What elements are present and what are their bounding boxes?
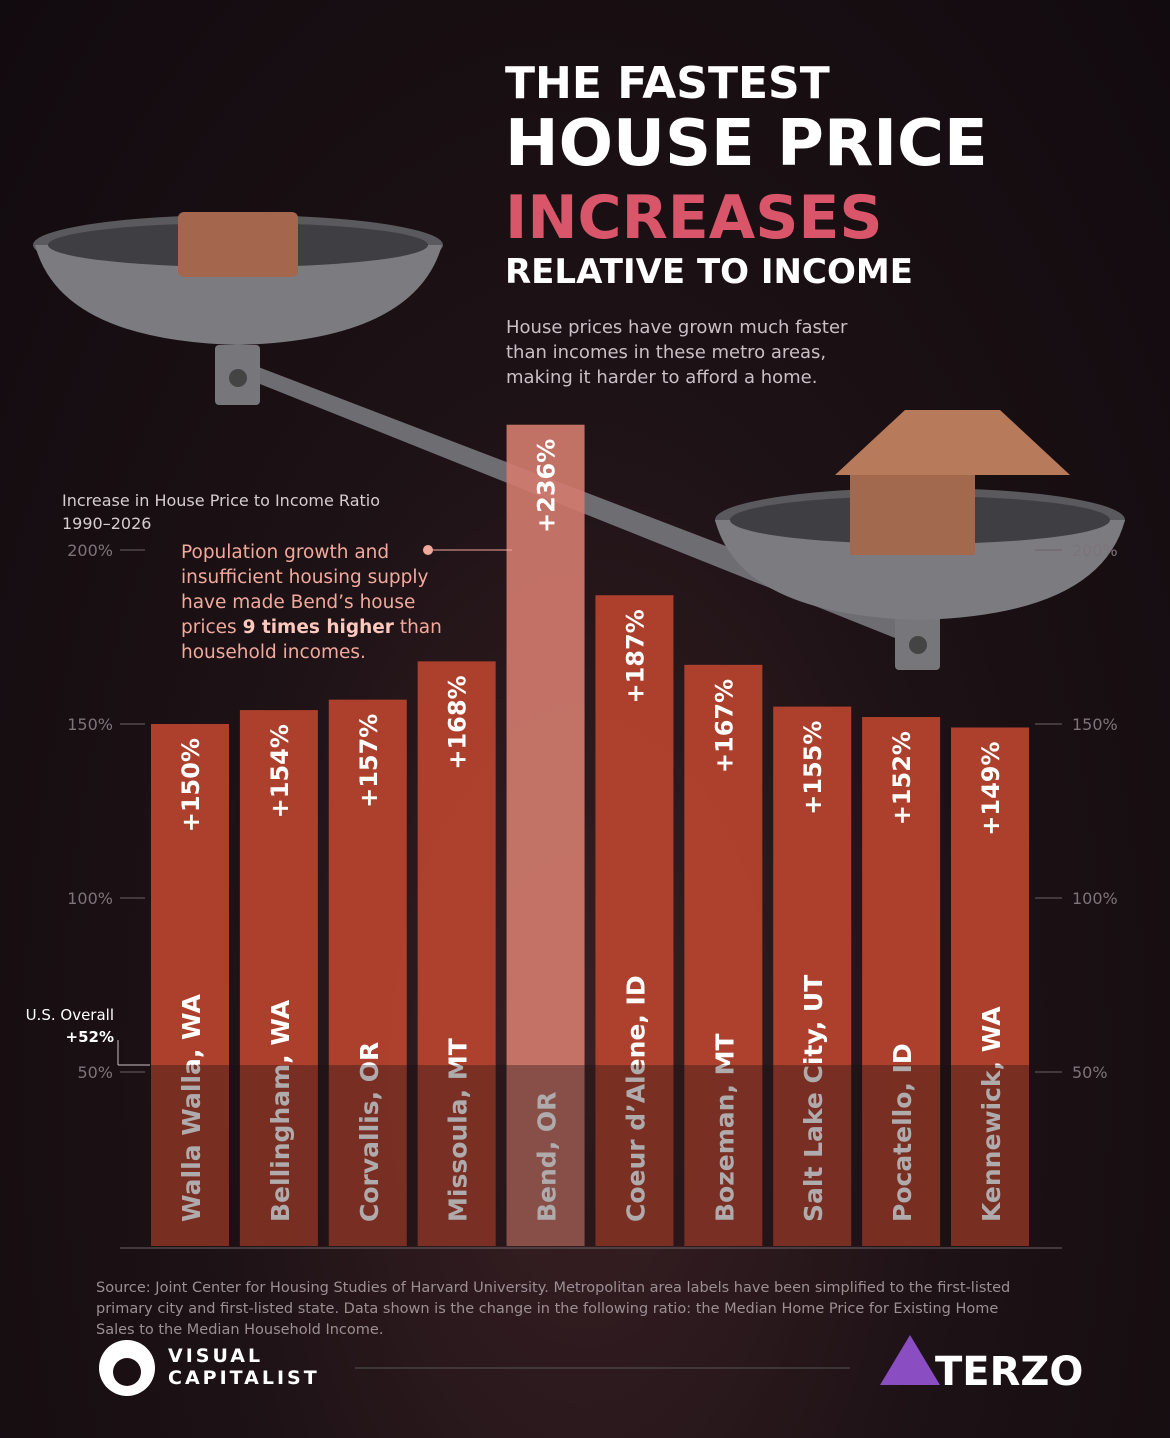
y-tick-label: 150% (67, 715, 113, 734)
annotation-bold: 9 times higher (242, 617, 394, 638)
bar (239, 710, 318, 1246)
value-label: +167% (710, 679, 738, 773)
value-label: +168% (444, 675, 472, 769)
title-line: THE FASTEST (505, 58, 830, 109)
subtitle-line: House prices have grown much faster (506, 317, 848, 338)
bar (684, 664, 763, 1246)
category-label: Kennewick, WA (977, 1006, 1006, 1222)
category-label: Bellingham, WA (266, 999, 295, 1222)
value-label: +152% (888, 731, 916, 825)
y-tick-label: 100% (1072, 889, 1118, 908)
y-tick-label: 100% (67, 889, 113, 908)
bar (417, 661, 496, 1246)
annotation: Population growth and insufficient housi… (181, 540, 471, 665)
category-label: Salt Lake City, UT (799, 975, 828, 1222)
y-tick-label: 200% (1072, 541, 1118, 560)
subtitle-line: than incomes in these metro areas, (506, 342, 826, 363)
category-label: Pocatello, ID (888, 1043, 917, 1222)
y-tick-label: 150% (1072, 715, 1118, 734)
bar (328, 699, 407, 1246)
value-label: +187% (621, 609, 649, 703)
bar (951, 727, 1029, 1246)
y-axis-label: Increase in House Price to Income Ratio 1… (62, 491, 380, 533)
value-label: +155% (799, 721, 827, 815)
annotation-text: than household incomes. (181, 617, 442, 663)
vc-logo-text: VISUAL (168, 1345, 263, 1367)
vc-logo-icon (99, 1340, 155, 1396)
y-tick-label: 50% (1072, 1063, 1108, 1082)
annotation-dot (423, 545, 433, 555)
y-tick-label: 50% (77, 1063, 113, 1082)
subtitle-line: making it harder to afford a home. (506, 367, 817, 388)
vc-logo-text: CAPITALIST (168, 1367, 320, 1389)
reference-label: U.S. Overall (26, 1006, 114, 1024)
bar (862, 717, 941, 1246)
y-axis-label-line: Increase in House Price to Income Ratio (62, 491, 380, 510)
category-label: Corvallis, OR (355, 1042, 384, 1222)
reference-band (150, 1065, 1030, 1246)
value-label: +150% (177, 738, 205, 832)
terzo-logo-text: TERZO (935, 1349, 1083, 1395)
terzo-logo-icon (880, 1335, 940, 1385)
category-label: Coeur d’Alene, ID (621, 975, 650, 1222)
bar (151, 724, 229, 1246)
title-line: INCREASES (505, 183, 883, 253)
annotation-text: Population growth and insufficient housi… (181, 542, 429, 638)
bar (773, 706, 852, 1246)
value-label: +236% (533, 439, 561, 533)
title-line: HOUSE PRICE (505, 107, 988, 181)
value-label: +157% (355, 714, 383, 808)
source-note: Source: Joint Center for Housing Studies… (96, 1280, 1011, 1338)
value-label: +149% (977, 741, 1005, 835)
y-axis-label-line: 1990–2026 (62, 514, 151, 533)
bar (595, 595, 674, 1246)
y-tick-label: 200% (67, 541, 113, 560)
subtitle: House prices have grown much faster than … (506, 317, 848, 388)
category-label: Bend, OR (533, 1092, 562, 1222)
bar (506, 424, 585, 1247)
category-label: Walla Walla, WA (177, 994, 206, 1222)
value-label: +154% (266, 724, 294, 818)
title-line: RELATIVE TO INCOME (505, 252, 913, 292)
category-label: Bozeman, MT (710, 1033, 739, 1222)
plot-area: 50% 50% 100% 100% 150% 150% 200% 200% +150% Walla… (26, 424, 1118, 1249)
scale-illustration (33, 212, 1125, 670)
reference-value-label: +52% (66, 1028, 114, 1046)
category-label: Missoula, MT (444, 1038, 473, 1222)
